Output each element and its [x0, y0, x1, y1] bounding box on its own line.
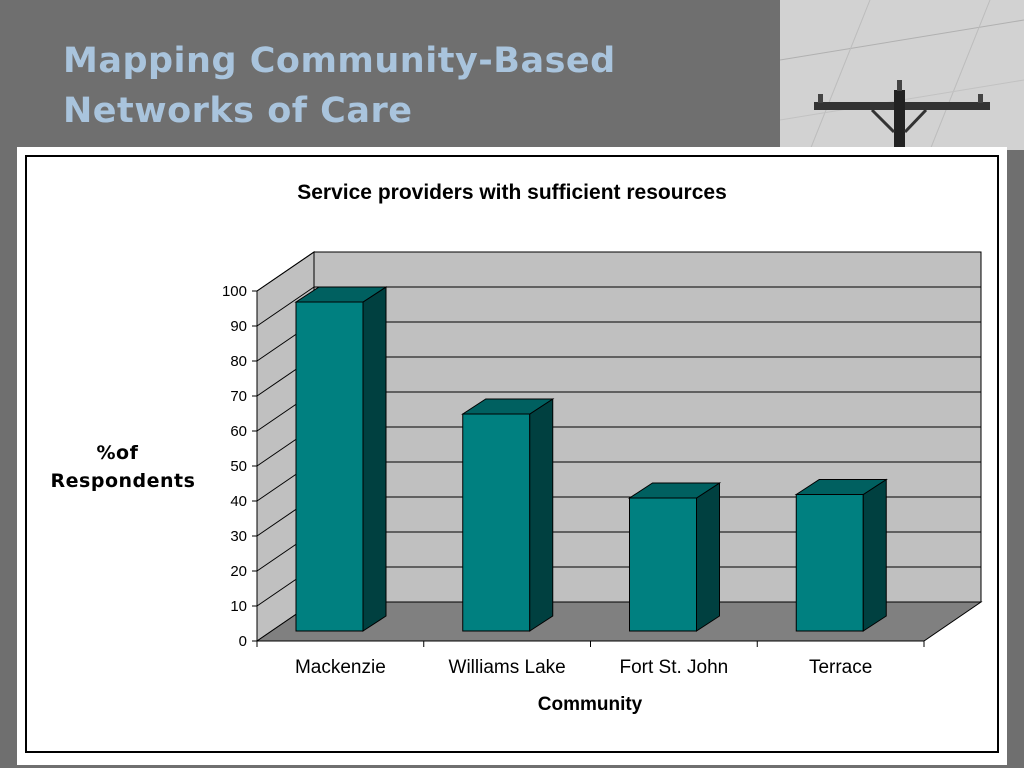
- y-axis-label-line-1: %of: [97, 442, 139, 464]
- bar-top: [461, 398, 555, 415]
- bar-side: [529, 398, 554, 632]
- bar: [794, 478, 888, 632]
- chart-title: Service providers with sufficient resour…: [297, 181, 727, 204]
- slide-title-line-2: Networks of Care: [63, 91, 413, 131]
- y-tick-label: 50: [230, 458, 247, 475]
- y-tick-label: 100: [222, 283, 247, 300]
- y-tick-label: 60: [230, 423, 247, 440]
- y-tick-label: 20: [230, 563, 247, 580]
- x-axis-label: Community: [538, 694, 643, 715]
- utility-pole-photo: [780, 0, 1024, 150]
- x-tick-label: Williams Lake: [449, 657, 566, 678]
- axes: [256, 291, 925, 647]
- y-tick-label: 70: [230, 388, 247, 405]
- bar-side: [362, 286, 387, 632]
- y-tick-label: 0: [239, 633, 247, 650]
- bar-side: [696, 482, 720, 632]
- bar-front: [462, 413, 531, 632]
- gridline-side: [256, 251, 315, 292]
- y-tick-label: 40: [230, 493, 247, 510]
- bar-front: [629, 497, 697, 632]
- chart-panel: Service providers with sufficient resour…: [17, 147, 1007, 765]
- y-axis-label: %of Respondents: [51, 442, 196, 492]
- bar-front: [795, 494, 864, 632]
- y-tick-label: 90: [230, 318, 247, 335]
- x-tick-label: Fort St. John: [619, 657, 728, 678]
- y-tick-label: 80: [230, 353, 247, 370]
- bar-chart: Service providers with sufficient resour…: [51, 181, 983, 715]
- x-tick-label: Terrace: [809, 657, 872, 678]
- utility-pole-icon: [780, 0, 1024, 150]
- y-tick-labels: 0 10 20 30 40 50 60 70 80 90 100: [222, 283, 247, 650]
- gridline-side: [256, 286, 315, 327]
- bar: [627, 482, 722, 632]
- bar-top: [794, 479, 888, 495]
- slide-title-line-1: Mapping Community-Based: [63, 41, 616, 81]
- x-tick-label: Mackenzie: [295, 657, 386, 678]
- bar-top: [294, 286, 388, 303]
- bar-top: [627, 482, 722, 499]
- x-tick-labels: Mackenzie Williams Lake Fort St. John Terra…: [295, 657, 872, 678]
- bar-side: [862, 478, 887, 632]
- bar: [461, 398, 555, 632]
- y-tick-label: 30: [230, 528, 247, 545]
- bars: [294, 286, 888, 632]
- y-axis-label-line-2: Respondents: [51, 470, 196, 492]
- slide-title: Mapping Community-Based Networks of Care: [63, 36, 616, 136]
- chart-border: [25, 155, 999, 753]
- bar-front: [295, 301, 364, 632]
- bar: [294, 286, 388, 632]
- y-tick-label: 10: [230, 598, 247, 615]
